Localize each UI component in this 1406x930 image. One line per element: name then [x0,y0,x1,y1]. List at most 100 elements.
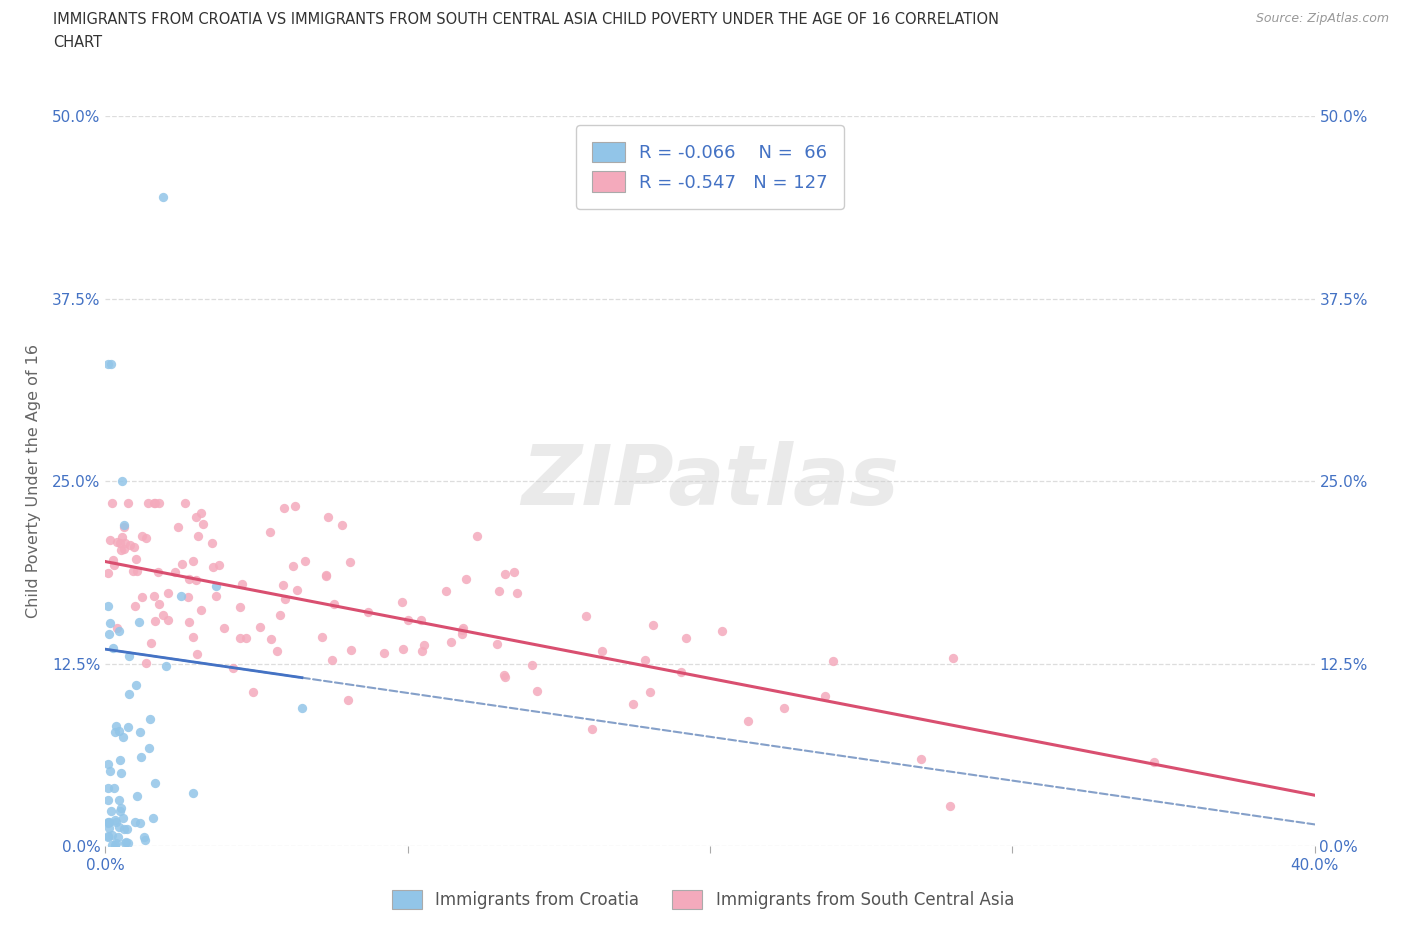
Point [156,612,179,627]
Point [148,597,170,612]
Point [451,627,474,642]
Point [813,688,835,703]
Point [104,724,127,739]
Point [112,730,135,745]
Point [190,603,212,618]
Point [315,567,337,582]
Point [97,792,120,807]
Point [191,517,214,532]
Point [181,553,204,568]
Point [411,644,433,658]
Point [274,591,297,606]
Point [143,589,166,604]
Point [411,613,433,628]
Point [186,647,208,662]
Point [591,644,613,658]
Point [110,753,132,768]
Point [125,789,148,804]
Point [174,496,197,511]
Point [105,719,128,734]
Point [114,536,136,551]
Legend: R = -0.066    N =  66, R = -0.547   N = 127: R = -0.066 N = 66, R = -0.547 N = 127 [576,126,844,208]
Point [260,631,283,646]
Point [391,594,413,609]
Point [291,700,314,715]
Point [711,623,734,638]
Point [396,612,419,627]
Point [111,529,134,544]
Point [143,776,166,790]
Point [122,539,145,554]
Point [110,542,132,557]
Point [97,565,120,580]
Point [139,711,162,726]
Point [170,556,193,571]
Point [117,496,139,511]
Point [124,598,146,613]
Point [249,619,271,634]
Point [100,532,122,547]
Point [434,584,457,599]
Point [231,577,253,591]
Point [112,821,135,836]
Point [492,667,515,682]
Point [675,631,697,645]
Point [143,614,166,629]
Point [134,833,156,848]
Point [451,621,474,636]
Point [112,517,135,532]
Point [526,684,548,698]
Point [98,764,121,778]
Point [823,654,845,669]
Point [357,604,380,619]
Point [214,620,236,635]
Point [136,496,159,511]
Point [148,496,170,511]
Point [285,583,308,598]
Point [266,644,288,658]
Point [503,565,526,579]
Point [117,835,139,850]
Point [131,750,153,764]
Point [138,740,160,755]
Point [311,630,333,644]
Text: CHART: CHART [53,35,103,50]
Point [125,677,148,692]
Point [107,793,129,808]
Point [135,656,157,671]
Text: ZIPatlas: ZIPatlas [522,441,898,522]
Point [339,554,361,569]
Point [163,565,186,579]
Point [181,630,204,644]
Point [97,599,120,614]
Point [157,586,180,601]
Point [330,517,353,532]
Point [634,653,657,668]
Point [340,642,363,657]
Point [506,586,529,601]
Point [271,578,294,592]
Point [621,697,644,711]
Point [125,564,148,578]
Point [118,686,141,701]
Point [124,814,146,829]
Point [129,816,152,830]
Point [201,559,224,574]
Point [181,786,204,801]
Point [392,642,415,657]
Point [316,510,339,525]
Point [104,813,127,828]
Point [1142,755,1164,770]
Point [204,588,226,603]
Point [152,189,174,204]
Point [125,551,148,566]
Point [139,636,162,651]
Point [115,835,138,850]
Point [112,520,135,535]
Point [100,357,122,372]
Point [100,804,122,819]
Point [145,496,167,511]
Point [671,665,693,680]
Point [97,815,120,830]
Point [108,724,131,738]
